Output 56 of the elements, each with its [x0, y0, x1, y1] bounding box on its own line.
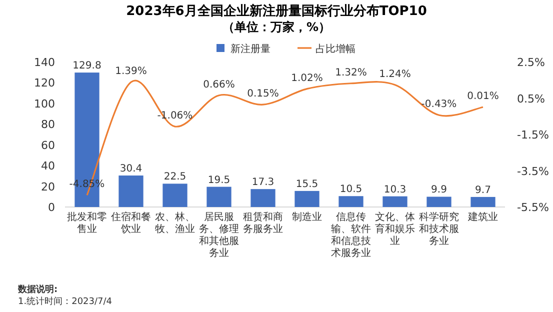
y2-tick-label: -3.5% [517, 164, 549, 178]
data-label: 129.8 [72, 60, 102, 72]
chart-title: 2023年6月全国企业新注册量国标行业分布TOP10 [126, 3, 427, 19]
data-label: 19.5 [208, 174, 230, 186]
data-label: 1.24% [379, 68, 411, 80]
data-label: 0.66% [203, 79, 235, 90]
y2-tick-label: 2.5% [517, 56, 545, 69]
y2-tick-label: -1.5% [517, 128, 549, 142]
x-tick-label: 居民服务、修理和其他服务业 [198, 212, 240, 260]
bar [382, 196, 408, 207]
legend-label: 占比增幅 [316, 43, 356, 55]
bar [426, 196, 452, 207]
data-label: 1.02% [291, 72, 323, 84]
y-tick-label: 0 [48, 201, 55, 214]
data-label: 9.9 [431, 184, 447, 196]
y-tick-label: 100 [34, 97, 55, 110]
data-label: 1.39% [115, 66, 147, 78]
data-label: 1.32% [335, 67, 367, 78]
y-tick-label: 80 [41, 118, 55, 132]
y-tick-label: 40 [41, 160, 55, 173]
data-label: 10.3 [384, 184, 406, 196]
data-label: -0.43% [421, 99, 457, 110]
legend-label: 新注册量 [230, 43, 270, 55]
y2-tick-label: 0.5% [517, 92, 545, 106]
y-tick-label: 20 [41, 180, 55, 194]
y-tick-label: 140 [34, 56, 55, 69]
data-label: 17.3 [252, 177, 274, 188]
x-tick-label: 科学研究和技术服务业 [418, 212, 460, 248]
chart-subtitle: （单位：万家，%） [222, 20, 331, 34]
text: 1.统计时间：2023/7/4 [18, 296, 112, 308]
y2-tick-label: -5.5% [517, 201, 549, 214]
x-tick-label: 文化、体育和娱乐业 [374, 212, 416, 248]
data-label: 22.5 [164, 172, 186, 183]
x-tick-label: 住宿和餐饮业 [110, 212, 152, 236]
bar [250, 189, 276, 207]
x-tick-label: 农、林、牧、渔业 [154, 212, 196, 236]
data-label: 9.7 [475, 184, 491, 196]
text: 数据说明: [18, 284, 58, 296]
bar [338, 196, 364, 207]
data-label: 0.01% [467, 91, 499, 102]
data-label: 10.5 [340, 184, 362, 196]
bar [118, 176, 144, 207]
x-tick-label: 制造业 [291, 212, 323, 224]
bar [206, 186, 232, 207]
y-tick-label: 120 [34, 76, 55, 90]
x-tick-label: 批发和零售业 [66, 212, 108, 236]
x-tick-label: 建筑业 [467, 212, 499, 224]
x-tick-label: 租赁和商务服务业 [242, 212, 284, 236]
data-label: 15.5 [296, 178, 318, 190]
data-label: 0.15% [247, 88, 279, 100]
bar [162, 184, 188, 207]
bar [294, 190, 320, 207]
bar [470, 196, 496, 207]
y-tick-label: 60 [41, 138, 55, 152]
x-tick-label: 信息传输、软件和信息技术服务业 [330, 212, 372, 260]
data-label: 30.4 [120, 164, 142, 175]
